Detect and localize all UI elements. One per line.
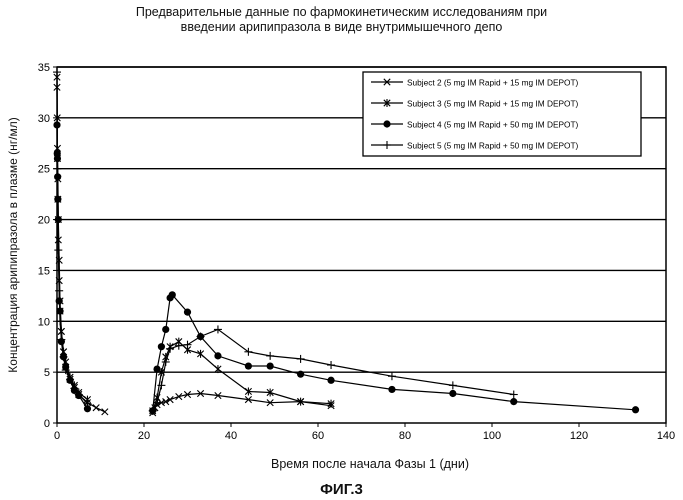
y-tick-label: 10 [38, 316, 50, 328]
y-axis-label: Концентрация арипипразола в плазме (нг/м… [6, 80, 20, 410]
data-point [53, 165, 61, 173]
series-line [153, 295, 636, 411]
y-tick-label: 5 [44, 367, 50, 379]
figure-label: ФИГ.3 [0, 481, 683, 498]
legend-label: Subject 2 (5 mg IM Rapid + 15 mg IM DEPO… [407, 78, 579, 88]
data-point [93, 405, 99, 411]
y-tick-label: 25 [38, 164, 50, 176]
data-point [197, 350, 203, 358]
data-point [267, 362, 274, 369]
x-tick-label: 0 [54, 430, 60, 442]
x-axis-label: Время после начала Фазы 1 (дни) [60, 457, 680, 471]
y-tick-label: 35 [38, 62, 50, 74]
data-point [166, 345, 174, 353]
data-point [388, 372, 396, 380]
series-1 [54, 74, 334, 416]
legend-marker [383, 120, 390, 127]
data-point [215, 365, 221, 373]
x-tick-label: 140 [657, 430, 675, 442]
series-line [153, 342, 331, 411]
y-tick-label: 0 [44, 418, 50, 430]
series-line [57, 87, 88, 399]
data-point [184, 309, 191, 316]
x-tick-label: 100 [483, 430, 501, 442]
series-line [153, 329, 514, 410]
data-point [169, 291, 176, 298]
data-point [327, 377, 334, 384]
data-point [449, 390, 456, 397]
legend-label: Subject 3 (5 mg IM Rapid + 15 mg IM DEPO… [407, 99, 579, 109]
y-tick-label: 30 [38, 113, 50, 125]
data-point [158, 343, 165, 350]
legend-label: Subject 5 (5 mg IM Rapid + 50 mg IM DEPO… [407, 141, 579, 151]
data-point [297, 355, 305, 363]
data-point [510, 391, 518, 399]
series-2 [54, 83, 334, 414]
x-tick-label: 20 [138, 430, 150, 442]
y-tick-label: 20 [38, 215, 50, 227]
x-tick-label: 120 [570, 430, 588, 442]
y-tick-label: 15 [38, 265, 50, 277]
x-tick-label: 40 [225, 430, 237, 442]
data-point [162, 326, 169, 333]
series-3 [53, 121, 639, 414]
data-point [449, 381, 457, 389]
legend: Subject 2 (5 mg IM Rapid + 15 mg IM DEPO… [363, 72, 641, 156]
legend-label: Subject 4 (5 mg IM Rapid + 50 mg IM DEPO… [407, 120, 579, 130]
data-point [327, 361, 335, 369]
data-point [102, 409, 108, 415]
data-point [214, 325, 222, 333]
data-point [153, 365, 160, 372]
x-tick-label: 80 [399, 430, 411, 442]
data-point [214, 352, 221, 359]
data-point [245, 362, 252, 369]
data-point [54, 246, 62, 254]
data-point [510, 398, 517, 405]
data-point [388, 386, 395, 393]
data-point [632, 406, 639, 413]
x-tick-label: 60 [312, 430, 324, 442]
data-point [266, 352, 274, 360]
series-line [57, 125, 88, 409]
data-point [297, 371, 304, 378]
